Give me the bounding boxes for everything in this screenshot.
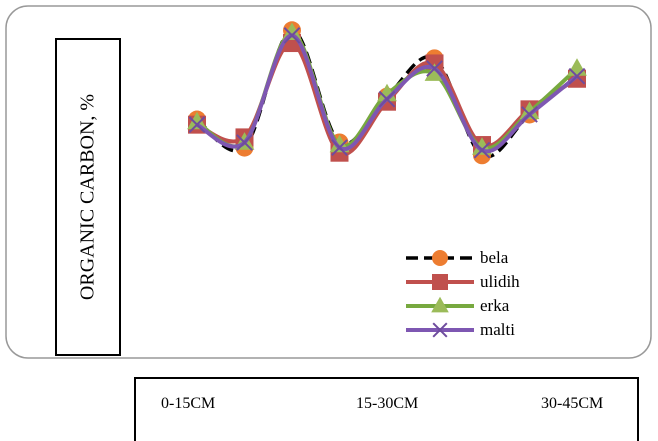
data-point-malti-8 [521,106,538,123]
data-point-erka-1 [187,111,207,130]
legend-marker-malti [432,322,448,338]
data-point-malti-9 [568,67,586,85]
series-line-malti [196,33,579,154]
legend-marker-bela [432,250,448,266]
y-axis-label: ORGANIC CARBON, % [76,93,99,301]
data-point-malti-1 [188,116,206,134]
legend-marker-ulidih [432,274,448,290]
data-point-malti-5 [378,90,396,108]
series-malti [188,27,586,159]
x-tick-label: 0-15CM [161,395,216,412]
legend-label: erka [480,296,510,315]
legend-swatch-bela [406,250,474,266]
legend-swatch-erka [406,296,474,313]
data-point-malti-7 [473,141,491,159]
x-tick-label: 30-45CM [541,395,604,412]
legend-swatch-ulidih [406,274,474,290]
legend-item: bela [402,246,520,270]
legend-item: erka [402,294,520,318]
legend-marker-erka [431,296,449,313]
legend-item: ulidih [402,270,520,294]
legend-label: malti [480,320,515,339]
legend-label: bela [480,248,509,267]
y-axis-label-box: ORGANIC CARBON, % [55,38,121,356]
data-point-malti-2 [236,134,253,151]
data-point-malti-3 [283,27,301,44]
data-point-malti-6 [426,60,443,77]
data-point-malti-4 [331,139,348,156]
x-tick-label: 15-30CM [356,395,419,412]
legend-label: ulidih [480,272,520,291]
series-layer [187,21,587,165]
data-point-erka-8 [519,101,540,120]
data-point-erka-6 [424,63,445,81]
legend: bela ulidih erka malti [402,246,520,342]
legend-swatch-malti [406,322,474,338]
legend-item: malti [402,318,520,342]
x-axis-label-box: 0-15CM 15-30CM 30-45CM [134,377,639,441]
